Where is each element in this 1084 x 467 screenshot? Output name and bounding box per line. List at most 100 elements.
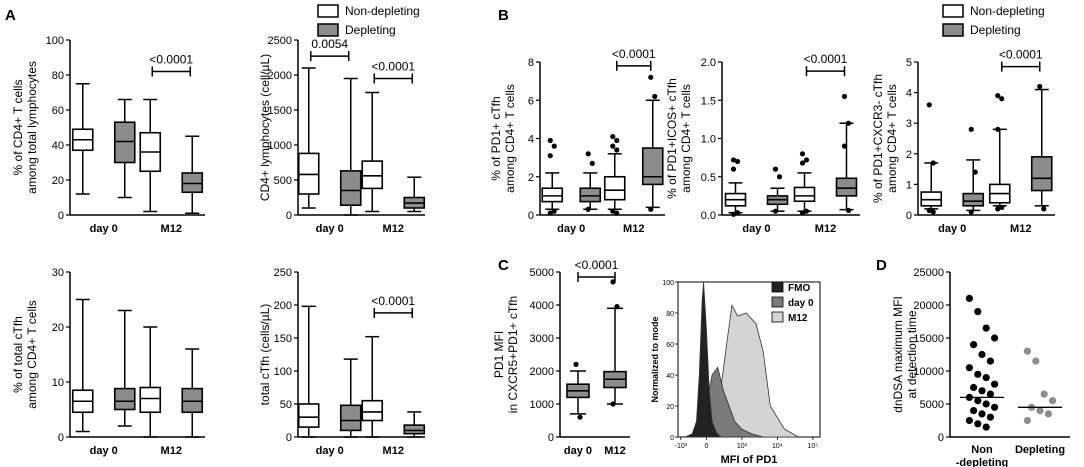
b3-nondepleting-0-outlier [926, 102, 932, 108]
c2-x-tick-label: -10³ [675, 443, 688, 450]
d1-point [1023, 347, 1031, 355]
b3-y-tick-label: 0 [906, 210, 912, 222]
a1-y-label: among total lymphocytes [25, 61, 39, 194]
a1-sig-label: <0.0001 [149, 53, 193, 67]
b1-nondepleting-0-outlier [547, 137, 553, 144]
a3-x-tick-label: M12 [161, 445, 182, 457]
a1-y-tick-label: 0 [58, 210, 64, 222]
b2-x-tick-label: day 0 [742, 223, 770, 235]
b1-nondepleting-0-box [541, 187, 564, 203]
a1-y-tick-label: 80 [52, 70, 64, 82]
d1-point [1032, 357, 1040, 365]
b2-nondepleting-1-outlier [803, 157, 810, 163]
a4-depleting-0-box [339, 404, 362, 432]
b3-depleting-1-outlier [1041, 206, 1047, 212]
a3-depleting-1-box [181, 387, 204, 414]
legend-a-depleting-label: Depleting [345, 23, 396, 37]
c1-x-tick-label: day 0 [564, 445, 592, 457]
a2-sig-label: 0.0054 [311, 37, 348, 51]
a4-y-tick-label: 0 [286, 432, 292, 444]
d1-x-tick-label: -depleting [956, 457, 1009, 467]
c1-sig-label: <0.0001 [575, 258, 619, 272]
c2-legend-label: day 0 [788, 298, 814, 309]
b1-nondepleting-1-outlier [614, 137, 620, 144]
b3-nondepleting-1-outlier [999, 96, 1005, 102]
c2-y-tick-label: 80 [666, 311, 674, 318]
a1-x-tick-label: M12 [161, 223, 182, 235]
d1-point [986, 413, 995, 421]
b2-y-tick-label: 1.5 [701, 95, 716, 107]
b1-y-tick-label: 8 [528, 57, 534, 69]
b2-y-label: % of PD1+ICOS+ cTfh [665, 78, 679, 199]
c1-y-label: in CXCR5+PD1+ cTfh [506, 296, 520, 413]
d1-point [1023, 416, 1031, 425]
d1-point [986, 357, 995, 365]
legend-b-depleting-label: Depleting [970, 23, 1021, 37]
a1-depleting-1-box [181, 172, 204, 194]
d1-point [1049, 397, 1057, 405]
b2-depleting-0-outlier [772, 208, 779, 214]
b1-depleting-0-outlier [585, 206, 591, 212]
d1-point [974, 420, 982, 428]
c1-y-tick-label: 3000 [530, 333, 554, 345]
c1-box-0-outlier [573, 361, 579, 367]
a4-y-tick-label: 250 [274, 267, 292, 279]
c2-legend-swatch [771, 311, 784, 323]
b1-depleting-1-outlier [652, 93, 658, 100]
d1-point [970, 341, 978, 349]
b2-nondepleting-1-outlier [799, 210, 806, 216]
b2-sig-label: <0.0001 [804, 52, 848, 66]
d1-point [1036, 407, 1044, 415]
b2-nondepleting-0-outlier [734, 210, 741, 216]
b2-nondepleting-1-outlier [803, 208, 810, 214]
b1-depleting-1-outlier [648, 74, 654, 80]
b2-x-tick-label: M12 [815, 223, 836, 235]
b1-y-tick-label: 2 [528, 172, 534, 184]
b3-y-tick-label: 3 [906, 118, 912, 130]
b3-y-label: among CD4+ T cells [885, 84, 899, 193]
a3-depleting-0-box [113, 387, 136, 411]
b1-y-tick-label: 6 [528, 95, 534, 107]
a1-depleting-0-box [113, 121, 136, 164]
b1-depleting-0-box [579, 187, 602, 203]
panel-label-c: C [498, 257, 509, 274]
d1-point [970, 383, 978, 392]
d1-point [978, 350, 986, 359]
b2-nondepleting-1-outlier [799, 151, 806, 157]
b3-nondepleting-1-outlier [995, 126, 1001, 132]
d1-point [982, 374, 990, 382]
b1-sig-label: <0.0001 [612, 47, 656, 61]
a2-y-tick-label: 1000 [268, 140, 292, 152]
a2-depleting-0-box [339, 170, 362, 206]
c2-x-label: MFI of PD1 [721, 454, 778, 466]
b1-y-tick-label: 0 [528, 210, 534, 222]
d1-point [978, 410, 986, 418]
b3-depleting-1-box [1030, 156, 1053, 192]
c1-box-1-outlier [614, 304, 620, 310]
c1-y-tick-label: 4000 [530, 300, 554, 312]
a4-y-tick-label: 50 [280, 399, 292, 411]
a2-y-tick-label: 0 [286, 210, 292, 222]
b3-nondepleting-1-outlier [995, 93, 1001, 99]
c2-x-tick-label: 0 [704, 443, 708, 450]
b1-nondepleting-1-outlier [610, 143, 616, 149]
legend-b-nondepleting-label: Non-depleting [970, 4, 1045, 18]
b3-y-tick-label: 5 [906, 57, 912, 69]
d1-x-tick-label: Depleting [1015, 444, 1065, 456]
d1-point [982, 400, 990, 408]
a4-depleting-1-box [403, 424, 426, 435]
legend-b: Non-depleting Depleting [942, 4, 1045, 37]
a3-y-tick-label: 30 [52, 267, 64, 279]
d1-y-tick-label: 0 [938, 432, 944, 444]
d1-y-tick-label: 25000 [913, 267, 944, 279]
c2-y-label: Normalized to mode [650, 316, 660, 402]
d1-point [965, 364, 974, 372]
a4-nondepleting-0-box [297, 403, 320, 428]
b2-depleting-1-outlier [841, 143, 848, 149]
b3-depleting-1-outlier [1037, 83, 1043, 90]
a1-y-tick-label: 20 [52, 175, 64, 187]
d1-point [982, 324, 990, 332]
b1-depleting-0-outlier [589, 160, 595, 166]
b1-nondepleting-0-outlier [551, 143, 557, 149]
d1-point [974, 370, 982, 378]
